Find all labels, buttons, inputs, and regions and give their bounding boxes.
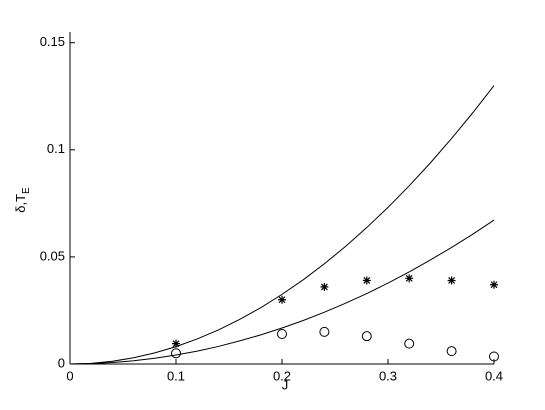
x-tick-label: 0.1 [167,368,185,383]
x-tick-label: 0.4 [485,368,503,383]
x-tick-label: 0.2 [273,368,291,383]
star-marker [172,339,180,348]
y-axis-label: δ,TE [13,187,31,213]
x-axis-label: J [282,377,289,392]
x-tick-label: 0 [66,368,73,383]
circle-marker [171,348,181,359]
star-marker [278,295,286,304]
curve [69,85,495,365]
circle-marker [404,338,415,349]
x-tick-label: 0.3 [379,368,397,383]
star-marker [447,276,456,285]
star-marker [490,280,498,289]
y-tick-label: 0 [58,355,65,370]
circle-marker [446,346,457,357]
y-axis-label-main: δ,T [13,194,28,213]
curve [69,219,495,365]
star-marker [362,276,371,285]
y-axis-label-sub: E [21,187,32,194]
y-tick-label: 0.15 [40,34,65,49]
circle-marker [277,329,287,340]
y-tick-label: 0.05 [40,248,65,263]
star-marker [405,274,414,283]
star-marker [320,282,329,291]
circle-marker [319,326,330,337]
y-tick-label: 0.1 [47,141,65,156]
circle-marker [489,351,499,362]
circle-marker [361,331,372,342]
